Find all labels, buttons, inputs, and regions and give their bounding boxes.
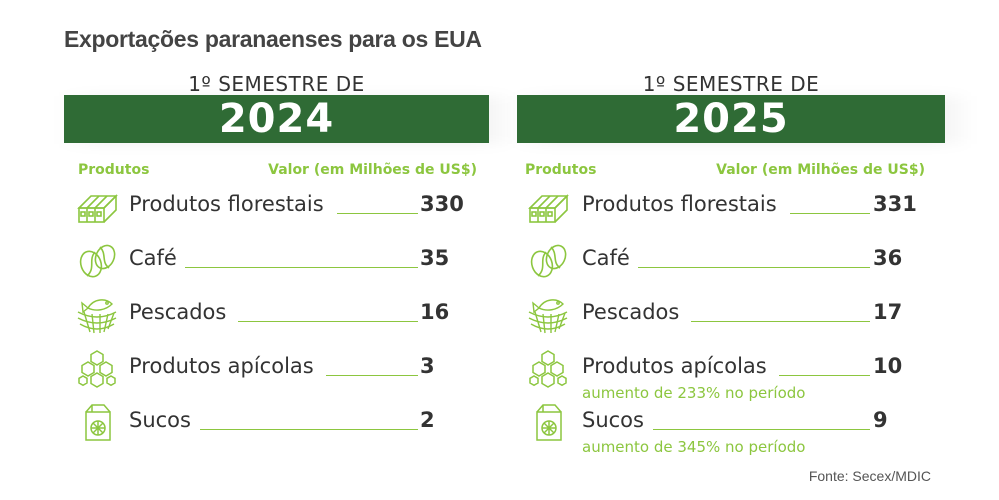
coffee-bean-icon [527, 240, 569, 280]
product-value: 17 [873, 300, 903, 324]
product-value: 35 [420, 246, 450, 270]
panel-2025: 1º SEMESTRE DE 2025 Produtos Valor (em M… [509, 70, 975, 460]
semester-label: 1º SEMESTRE DE [188, 72, 365, 96]
leader-line [779, 375, 870, 376]
product-name: Sucos [582, 408, 648, 432]
growth-note: aumento de 233% no período [582, 384, 806, 402]
table-row: Pescados 17 [517, 292, 945, 336]
product-value: 2 [420, 408, 435, 432]
chart-title: Exportações paranaenses para os EUA [64, 26, 482, 52]
product-value: 9 [873, 408, 888, 432]
leader-line [337, 213, 418, 214]
year-banner: 2024 [64, 95, 489, 143]
lumber-icon [76, 186, 118, 226]
product-name: Café [129, 246, 181, 270]
panel-2024: 1º SEMESTRE DE 2024 Produtos Valor (em M… [56, 70, 519, 460]
year-banner: 2025 [517, 95, 945, 143]
product-value: 10 [873, 354, 903, 378]
product-value: 331 [873, 192, 917, 216]
product-name: Produtos florestais [129, 192, 328, 216]
juice-box-icon [76, 402, 118, 442]
leader-line [238, 321, 418, 322]
coffee-bean-icon [76, 240, 118, 280]
table-row: Sucos 9 aumento de 345% no período [517, 400, 945, 456]
leader-line [790, 213, 870, 214]
table-row: Café 35 [64, 238, 489, 282]
table-row: Produtos florestais 330 [64, 184, 489, 228]
column-header-products: Produtos [525, 162, 597, 178]
product-name: Produtos florestais [582, 192, 781, 216]
column-header-value: Valor (em Milhões de US$) [716, 162, 925, 178]
honeycomb-icon [76, 348, 118, 388]
column-header-value: Valor (em Milhões de US$) [268, 162, 477, 178]
honeycomb-icon [527, 348, 569, 388]
table-row: Pescados 16 [64, 292, 489, 336]
table-row: Produtos florestais 331 [517, 184, 945, 228]
product-name: Café [582, 246, 634, 270]
fish-net-icon [527, 294, 569, 334]
table-row: Produtos apícolas 10 aumento de 233% no … [517, 346, 945, 402]
leader-line [200, 429, 418, 430]
growth-note: aumento de 345% no período [582, 438, 806, 456]
table-row: Café 36 [517, 238, 945, 282]
leader-line [638, 267, 870, 268]
product-name: Produtos apícolas [129, 354, 318, 378]
product-name: Produtos apícolas [582, 354, 771, 378]
table-row: Sucos 2 [64, 400, 489, 444]
product-name: Pescados [582, 300, 684, 324]
leader-line [653, 429, 870, 430]
table-row: Produtos apícolas 3 [64, 346, 489, 390]
product-value: 330 [420, 192, 464, 216]
product-name: Pescados [129, 300, 231, 324]
fish-net-icon [76, 294, 118, 334]
leader-line [185, 267, 418, 268]
lumber-icon [527, 186, 569, 226]
source-note: Fonte: Secex/MDIC [808, 468, 931, 484]
leader-line [691, 321, 870, 322]
semester-label: 1º SEMESTRE DE [642, 72, 820, 96]
product-value: 36 [873, 246, 903, 270]
column-header-products: Produtos [78, 162, 150, 178]
leader-line [326, 375, 418, 376]
product-value: 16 [420, 300, 450, 324]
product-name: Sucos [129, 408, 195, 432]
product-value: 3 [420, 354, 435, 378]
juice-box-icon [527, 402, 569, 442]
